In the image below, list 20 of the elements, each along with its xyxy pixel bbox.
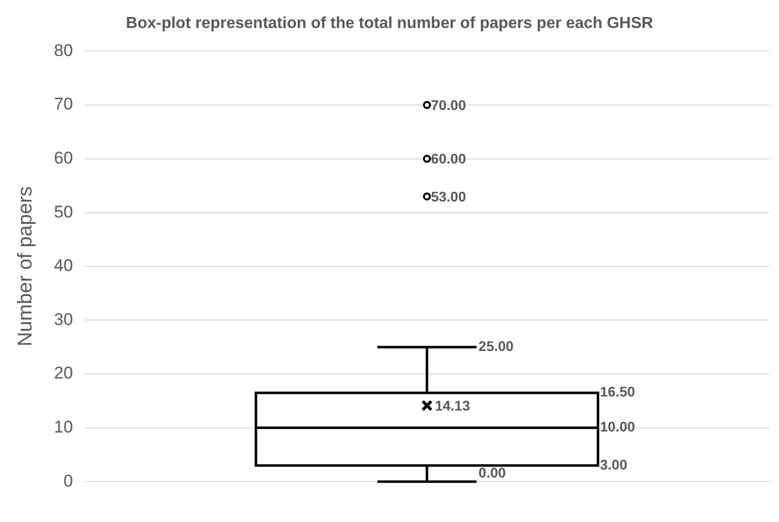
annotation: 0.00 [478,464,506,480]
y-tick-label: 80 [54,40,73,60]
y-tick-label: 40 [54,256,73,276]
y-tick-label: 50 [54,202,73,222]
y-tick-label: 30 [54,310,73,329]
annotation: 60.00 [430,150,466,167]
annotation: 16.50 [600,384,636,400]
annotation: 3.00 [600,456,628,472]
y-axis-title: Number of papers [14,186,37,346]
y-tick-label: 60 [54,148,73,168]
chart-title: Box-plot representation of the total number of papers per each GHSR [126,15,654,32]
y-tick-label: 10 [54,417,73,436]
annotation: 53.00 [430,188,466,204]
annotation: 10.00 [600,418,636,435]
y-tick-label: 20 [54,364,73,383]
annotation: 14.13 [434,397,470,414]
annotation: 25.00 [478,338,514,354]
annotation: 70.00 [430,96,466,113]
y-tick-label: 70 [54,94,73,114]
y-tick-label: 0 [63,471,73,490]
